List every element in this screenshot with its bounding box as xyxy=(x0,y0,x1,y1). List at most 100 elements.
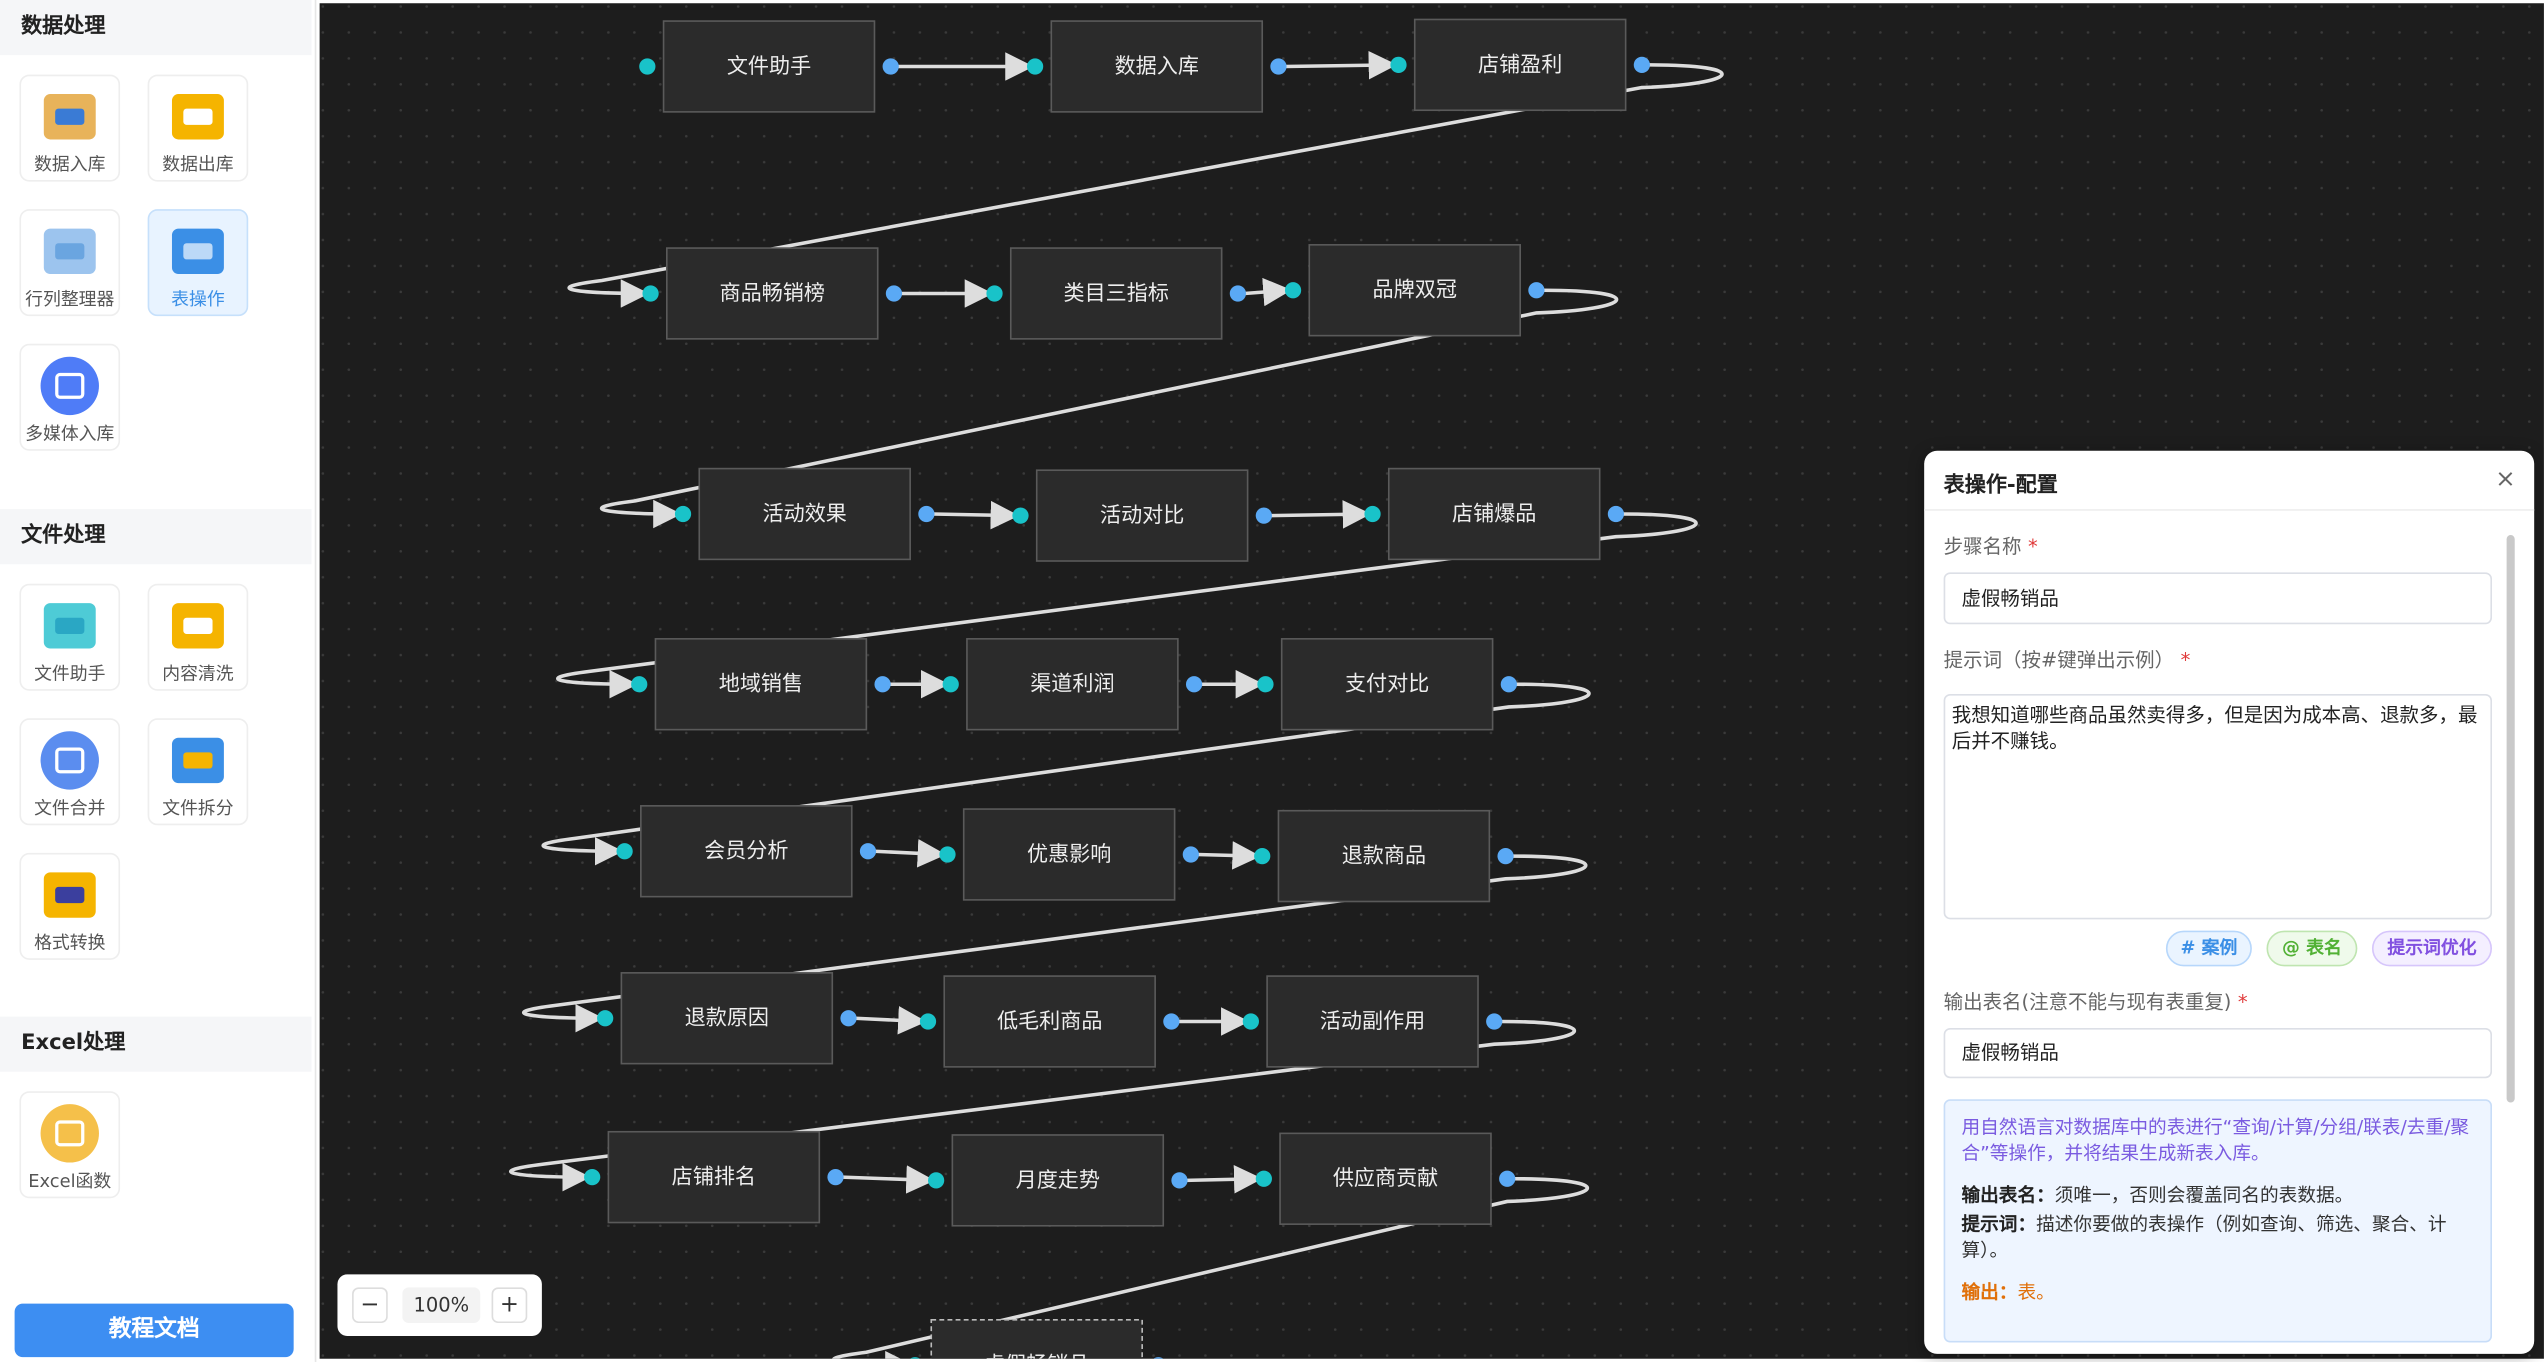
tutorial-button[interactable]: 教程文档 xyxy=(14,1303,294,1358)
node[interactable]: 数据入库 xyxy=(1026,20,1287,113)
input-port[interactable] xyxy=(1255,1170,1272,1187)
node-label: 渠道利润 xyxy=(1030,671,1114,696)
input-port[interactable] xyxy=(1012,507,1029,524)
example-button[interactable]: # 案例 xyxy=(2165,930,2252,967)
node[interactable]: 优惠影响 xyxy=(939,808,1199,901)
node[interactable]: 活动对比 xyxy=(1012,469,1272,562)
output-port[interactable] xyxy=(1528,282,1545,299)
output-port[interactable] xyxy=(1270,58,1287,75)
node[interactable]: 虚假畅销品 xyxy=(907,1319,1167,1359)
input-port[interactable] xyxy=(639,58,656,75)
output-port[interactable] xyxy=(1171,1172,1188,1189)
node[interactable]: 供应商贡献 xyxy=(1255,1132,1516,1225)
node-label: 商品畅销榜 xyxy=(720,280,825,305)
input-port[interactable] xyxy=(986,285,1003,302)
output-port[interactable] xyxy=(1633,56,1650,73)
output-port[interactable] xyxy=(1500,676,1517,693)
input-port[interactable] xyxy=(1284,282,1302,299)
prompt-textarea[interactable]: 我想知道哪些商品虽然卖得多，但是因为成本高、退款多，最后并不赚钱。 xyxy=(1943,693,2493,920)
output-port[interactable] xyxy=(885,285,903,302)
sidebar-item[interactable]: 多媒体入库 xyxy=(19,343,121,451)
sidebar-item[interactable]: Excel函数 xyxy=(19,1091,121,1199)
input-port[interactable] xyxy=(939,846,956,863)
info-text: 表。 xyxy=(2017,1280,2055,1304)
node[interactable]: 低毛利商品 xyxy=(919,975,1180,1068)
output-port[interactable] xyxy=(859,843,877,860)
node[interactable]: 文件助手 xyxy=(639,20,899,113)
input-port[interactable] xyxy=(1026,58,1044,75)
output-port[interactable] xyxy=(1497,847,1514,865)
sidebar-item[interactable]: 数据出库 xyxy=(147,74,249,182)
output-port[interactable] xyxy=(1182,846,1199,863)
input-port[interactable] xyxy=(919,1013,937,1030)
node[interactable]: 商品畅销榜 xyxy=(642,247,903,340)
node-box xyxy=(1280,638,1494,731)
node[interactable]: 店铺爆品 xyxy=(1364,467,1625,561)
edge xyxy=(874,839,947,868)
node[interactable]: 品牌双冠 xyxy=(1284,244,1545,337)
node[interactable]: 退款原因 xyxy=(597,972,857,1065)
node-label: 文件助手 xyxy=(727,53,811,78)
edge xyxy=(599,288,1619,529)
close-button[interactable]: × xyxy=(2495,463,2516,493)
node[interactable]: 月度走势 xyxy=(928,1134,1188,1227)
node[interactable]: 退款商品 xyxy=(1254,809,1514,903)
output-port[interactable] xyxy=(1150,1357,1166,1359)
sidebar-item[interactable]: 格式转换 xyxy=(19,852,121,960)
item-icon xyxy=(43,228,96,275)
input-port[interactable] xyxy=(674,505,692,523)
sidebar-item[interactable]: 表操作 xyxy=(147,209,249,317)
node[interactable]: 支付对比 xyxy=(1257,638,1517,731)
node[interactable]: 活动效果 xyxy=(674,467,935,561)
input-port[interactable] xyxy=(942,676,959,693)
sidebar-item[interactable]: 文件合并 xyxy=(19,718,121,826)
output-port[interactable] xyxy=(1607,505,1625,523)
sidebar-item[interactable]: 行列整理器 xyxy=(19,209,121,317)
output-port[interactable] xyxy=(882,58,899,75)
node[interactable]: 店铺排名 xyxy=(584,1130,844,1224)
output-port[interactable] xyxy=(840,1010,857,1027)
input-port[interactable] xyxy=(907,1357,923,1359)
optimize-button[interactable]: 提示词优化 xyxy=(2371,930,2493,967)
output-name-input[interactable]: 虚假畅销品 xyxy=(1943,1027,2493,1079)
output-port[interactable] xyxy=(1163,1013,1180,1030)
output-port[interactable] xyxy=(1499,1170,1516,1187)
node[interactable]: 地域销售 xyxy=(631,638,891,731)
input-port[interactable] xyxy=(928,1172,945,1189)
sidebar-item[interactable]: 内容清洗 xyxy=(147,583,249,691)
input-port[interactable] xyxy=(631,676,648,693)
zoom-out[interactable]: − xyxy=(352,1287,388,1324)
output-port[interactable] xyxy=(1255,507,1272,524)
icon-shape xyxy=(183,617,213,634)
input-port[interactable] xyxy=(616,843,633,860)
panel-title: 表操作-配置 xyxy=(1943,473,2058,498)
output-port[interactable] xyxy=(1229,285,1247,302)
output-port[interactable] xyxy=(1185,676,1203,693)
input-port[interactable] xyxy=(1364,505,1381,523)
output-port[interactable] xyxy=(1486,1013,1503,1030)
node[interactable]: 活动副作用 xyxy=(1242,975,1503,1068)
required-mark: * xyxy=(2028,535,2038,558)
output-port[interactable] xyxy=(874,676,891,693)
sidebar-item[interactable]: 数据入库 xyxy=(19,74,121,182)
edge xyxy=(932,500,1020,530)
node[interactable]: 类目三指标 xyxy=(986,247,1247,340)
input-port[interactable] xyxy=(584,1169,601,1186)
node[interactable]: 店铺盈利 xyxy=(1390,18,1650,112)
sidebar-item[interactable]: 文件拆分 xyxy=(147,718,249,826)
table-name-button[interactable]: @ 表名 xyxy=(2266,930,2358,967)
input-port[interactable] xyxy=(597,1010,614,1027)
input-port[interactable] xyxy=(1254,847,1271,865)
input-port[interactable] xyxy=(642,285,659,302)
input-port[interactable] xyxy=(1257,676,1274,693)
zoom-in[interactable]: + xyxy=(491,1287,528,1324)
edge xyxy=(841,1165,935,1194)
node[interactable]: 渠道利润 xyxy=(942,638,1203,731)
input-port[interactable] xyxy=(1242,1013,1259,1030)
step-name-input[interactable]: 虚假畅销品 xyxy=(1943,572,2493,625)
sidebar-item[interactable]: 文件助手 xyxy=(19,583,121,691)
output-port[interactable] xyxy=(918,505,935,523)
output-port[interactable] xyxy=(827,1169,844,1186)
node[interactable]: 会员分析 xyxy=(616,805,877,898)
input-port[interactable] xyxy=(1390,56,1407,73)
